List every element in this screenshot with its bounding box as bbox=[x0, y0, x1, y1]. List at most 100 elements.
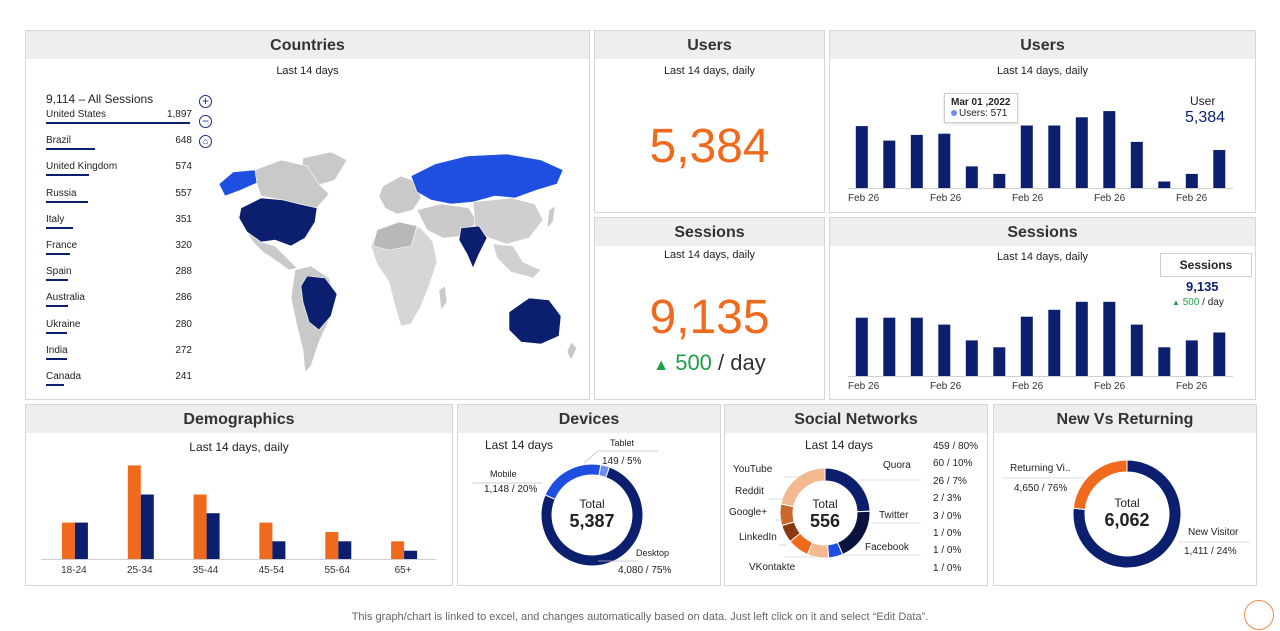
sessions-x-axis bbox=[848, 376, 1233, 377]
social-label-youtube: YouTube bbox=[733, 464, 773, 475]
country-row[interactable]: Spain 288 bbox=[46, 266, 192, 292]
world-map[interactable] bbox=[211, 146, 581, 381]
demographics-bar[interactable] bbox=[206, 513, 220, 559]
country-row[interactable]: Italy 351 bbox=[46, 214, 192, 240]
bar[interactable] bbox=[938, 133, 951, 189]
bar[interactable] bbox=[1185, 340, 1198, 377]
social-donut[interactable] bbox=[779, 467, 871, 559]
demographics-bar[interactable] bbox=[391, 541, 405, 559]
bar[interactable] bbox=[1158, 347, 1171, 377]
social-title: Social Networks bbox=[725, 405, 987, 433]
tick-label: Feb 26 bbox=[930, 193, 962, 204]
sessions-kpi-title: Sessions bbox=[595, 218, 824, 246]
bar[interactable] bbox=[993, 347, 1006, 377]
demographics-bar[interactable] bbox=[140, 494, 154, 560]
bar[interactable] bbox=[855, 126, 868, 189]
country-name: Ukraine bbox=[46, 318, 81, 330]
country-row[interactable]: Australia 286 bbox=[46, 292, 192, 318]
demographics-bar[interactable] bbox=[61, 522, 75, 559]
users-bar-chart[interactable] bbox=[848, 101, 1233, 189]
map-se-asia bbox=[492, 243, 542, 279]
bar[interactable] bbox=[883, 140, 896, 189]
users-tooltip-dot bbox=[951, 110, 957, 116]
bar[interactable] bbox=[1048, 125, 1061, 190]
zoom-out-button[interactable]: − bbox=[199, 115, 212, 128]
footer-note: This graph/chart is linked to excel, and… bbox=[351, 611, 929, 623]
donut-slice[interactable] bbox=[780, 467, 826, 508]
bar[interactable] bbox=[1020, 316, 1033, 377]
returning-total-value: 6,062 bbox=[1104, 510, 1150, 530]
bar[interactable] bbox=[938, 324, 951, 377]
users-kpi-panel: Users Last 14 days, daily 5,384 bbox=[594, 30, 825, 213]
bar[interactable] bbox=[1075, 301, 1088, 377]
bar[interactable] bbox=[1103, 111, 1116, 189]
devices-donut[interactable] bbox=[540, 463, 644, 567]
map-north-africa bbox=[372, 221, 418, 251]
country-row[interactable]: United Kingdom 574 bbox=[46, 161, 192, 187]
demographics-title: Demographics bbox=[26, 405, 452, 433]
demographics-bar[interactable] bbox=[272, 541, 286, 559]
social-value: 3 / 0% bbox=[933, 510, 962, 522]
demographics-bar[interactable] bbox=[325, 532, 339, 559]
country-row[interactable]: Brazil 648 bbox=[46, 135, 192, 161]
country-list: United States 1,897 Brazil 648 United Kingdo… bbox=[46, 109, 192, 397]
tick-label: Feb 26 bbox=[848, 193, 880, 204]
demographics-bar[interactable] bbox=[259, 522, 273, 559]
bar[interactable] bbox=[993, 173, 1006, 189]
country-name: Russia bbox=[46, 187, 77, 199]
home-button[interactable]: ⌂ bbox=[199, 135, 212, 148]
tick-label: Feb 26 bbox=[1094, 193, 1126, 204]
users-x-axis bbox=[848, 188, 1233, 189]
devices-value-mobile: 1,148 / 20% bbox=[484, 484, 538, 495]
returning-donut[interactable] bbox=[1072, 459, 1182, 569]
sessions-bar-chart[interactable] bbox=[848, 288, 1233, 377]
bar[interactable] bbox=[1185, 173, 1198, 189]
country-row[interactable]: United States 1,897 bbox=[46, 109, 192, 135]
country-row[interactable]: Ukraine 280 bbox=[46, 319, 192, 345]
donut-slice[interactable] bbox=[1072, 459, 1128, 511]
country-value: 648 bbox=[175, 135, 192, 147]
bar[interactable] bbox=[965, 166, 978, 189]
country-row[interactable]: Canada 241 bbox=[46, 371, 192, 397]
demographics-bar[interactable] bbox=[404, 550, 418, 559]
bar[interactable] bbox=[1130, 141, 1143, 189]
demographics-bar[interactable] bbox=[74, 522, 88, 559]
tick-label: Feb 26 bbox=[1094, 381, 1126, 392]
bar[interactable] bbox=[1075, 117, 1088, 189]
devices-title: Devices bbox=[458, 405, 720, 433]
donut-slice[interactable] bbox=[1072, 459, 1182, 569]
bar[interactable] bbox=[855, 317, 868, 377]
bar[interactable] bbox=[1213, 332, 1226, 378]
demographics-bar[interactable] bbox=[127, 465, 141, 559]
country-value: 272 bbox=[175, 344, 192, 356]
demographics-tick: 65+ bbox=[394, 565, 412, 576]
country-name: Canada bbox=[46, 370, 82, 382]
social-subtitle: Last 14 days bbox=[805, 438, 874, 452]
country-bar bbox=[46, 305, 68, 308]
demographics-bar-chart[interactable] bbox=[41, 455, 436, 559]
bar[interactable] bbox=[1048, 309, 1061, 377]
demographics-bar[interactable] bbox=[193, 494, 207, 560]
bar[interactable] bbox=[1213, 150, 1226, 189]
zoom-in-button[interactable]: + bbox=[199, 95, 212, 108]
sessions-delta-unit: / day bbox=[718, 350, 766, 375]
country-row[interactable]: Russia 557 bbox=[46, 188, 192, 214]
demographics-bar[interactable] bbox=[338, 541, 352, 559]
country-bar bbox=[46, 174, 90, 177]
social-label-twitter: Twitter bbox=[879, 510, 909, 521]
country-row[interactable]: India 272 bbox=[46, 345, 192, 371]
social-label-reddit: Reddit bbox=[735, 486, 764, 497]
donut-slice[interactable] bbox=[598, 464, 611, 479]
bar[interactable] bbox=[965, 340, 978, 377]
returning-total-label: Total bbox=[1114, 496, 1140, 510]
bar[interactable] bbox=[910, 134, 923, 189]
country-row[interactable]: France 320 bbox=[46, 240, 192, 266]
bar[interactable] bbox=[883, 317, 896, 377]
bar[interactable] bbox=[1130, 324, 1143, 377]
bar[interactable] bbox=[1103, 301, 1116, 377]
bar[interactable] bbox=[910, 317, 923, 377]
bar[interactable] bbox=[1158, 181, 1171, 190]
social-value: 60 / 10% bbox=[933, 458, 973, 470]
new-visitor-label: New Visitor bbox=[1188, 527, 1239, 538]
bar[interactable] bbox=[1020, 125, 1033, 190]
